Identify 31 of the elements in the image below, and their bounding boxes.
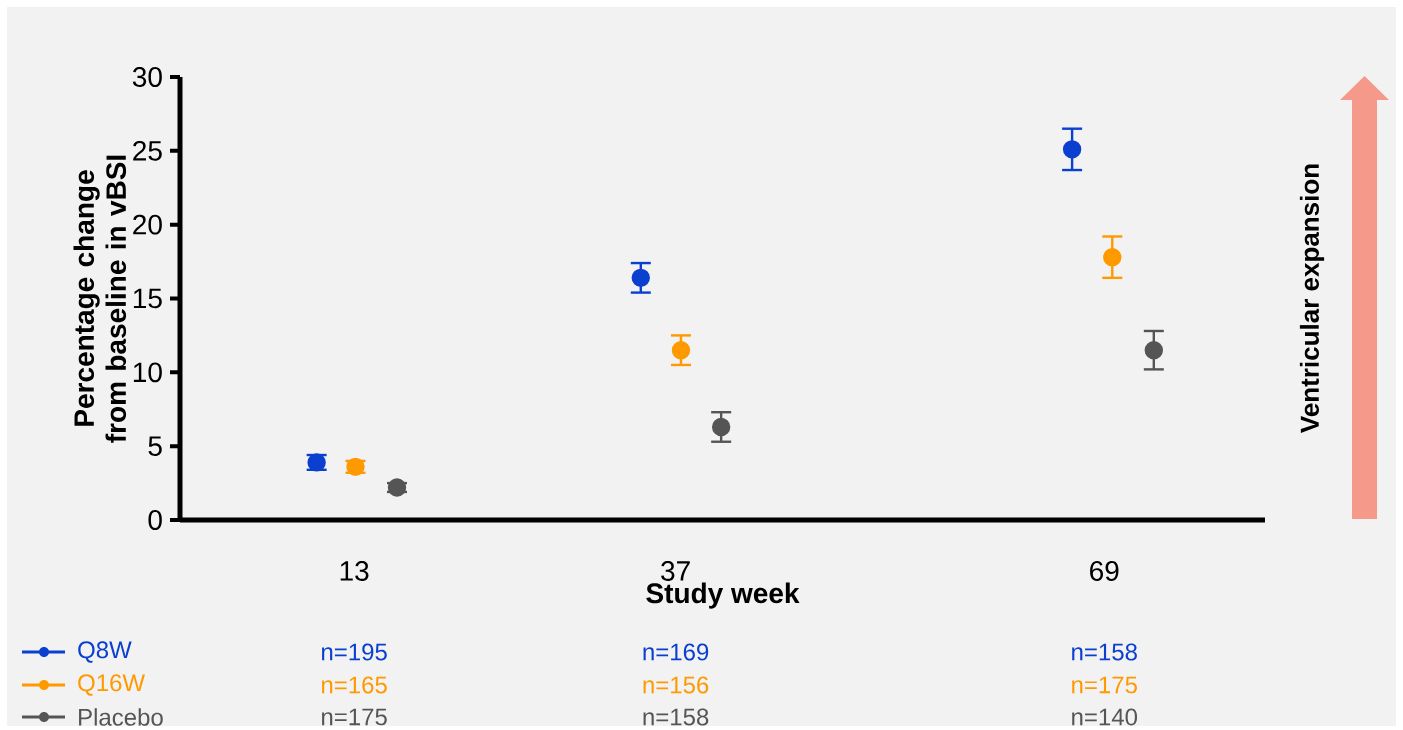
- point: [631, 268, 650, 288]
- point: [1103, 247, 1122, 267]
- y-tick-label: 5: [148, 436, 162, 456]
- text: n=195: [322, 643, 387, 661]
- x-tick-label: 69: [1090, 561, 1119, 581]
- text: n=175: [1072, 676, 1137, 694]
- y-tick-label: 10: [133, 362, 162, 383]
- point: [671, 340, 691, 360]
- text: n=158: [1072, 643, 1137, 661]
- text: n=140: [1072, 708, 1138, 726]
- text: n=156: [643, 676, 709, 694]
- y-tick-label: 30: [132, 67, 162, 87]
- x-tick-label: 37: [661, 561, 690, 581]
- x-tick-label: 13: [340, 561, 369, 581]
- point: [1144, 340, 1164, 360]
- text: n=165: [322, 676, 387, 694]
- legend-label: Q8W: [78, 641, 132, 663]
- legend-label: Placebo: [79, 708, 163, 726]
- y-axis-title: Percentage change from baseline in vBSI: [73, 155, 127, 443]
- text: n=158: [643, 708, 709, 726]
- text: n=175: [322, 708, 387, 726]
- legend-label: Q16W: [78, 674, 145, 696]
- text: Ventricular expansion: [1299, 164, 1325, 433]
- y-tick-label: 20: [133, 214, 162, 235]
- x-axis-title: Study week: [646, 582, 800, 609]
- point: [1062, 140, 1082, 159]
- y-tick-label: 15: [133, 288, 162, 309]
- point: [711, 417, 731, 437]
- y-tick-label: 0: [148, 510, 162, 530]
- text: n=169: [643, 643, 709, 661]
- y-tick-label: 25: [133, 140, 162, 161]
